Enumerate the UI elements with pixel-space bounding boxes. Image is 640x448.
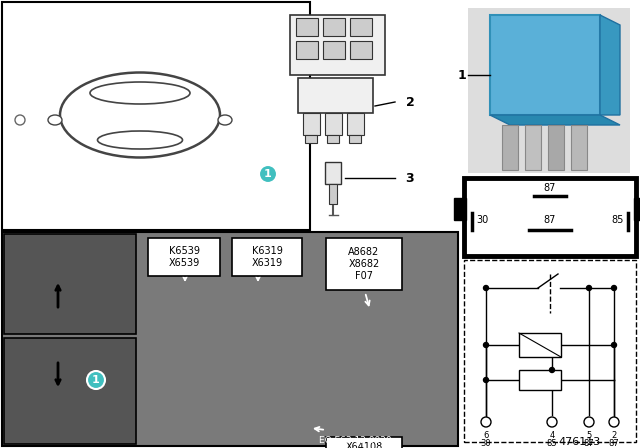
Circle shape — [611, 285, 616, 290]
Bar — [298, 78, 373, 113]
Text: 87: 87 — [584, 439, 595, 448]
Polygon shape — [490, 115, 620, 125]
Text: X64108: X64108 — [346, 442, 383, 448]
Circle shape — [483, 343, 488, 348]
Circle shape — [609, 417, 619, 427]
Ellipse shape — [218, 115, 232, 125]
Bar — [4, 338, 136, 444]
Ellipse shape — [60, 73, 220, 158]
Bar — [464, 260, 636, 442]
Circle shape — [584, 417, 594, 427]
Bar — [303, 113, 320, 135]
Circle shape — [611, 343, 616, 348]
Circle shape — [481, 417, 491, 427]
Text: 87: 87 — [544, 183, 556, 193]
Text: 6: 6 — [483, 431, 489, 439]
Bar — [305, 135, 317, 143]
Bar — [571, 125, 587, 170]
Text: 87: 87 — [609, 439, 620, 448]
Text: EO E63 12 0020: EO E63 12 0020 — [319, 435, 391, 444]
Text: 30: 30 — [476, 215, 488, 225]
Bar — [329, 184, 337, 204]
Text: 1: 1 — [458, 69, 467, 82]
Text: 4: 4 — [549, 431, 555, 439]
Text: 476113: 476113 — [559, 437, 601, 447]
Bar — [326, 238, 402, 290]
Text: 1: 1 — [92, 375, 100, 385]
Text: 1: 1 — [264, 169, 272, 179]
Ellipse shape — [90, 82, 190, 104]
Bar — [349, 135, 361, 143]
Text: A8682
X8682
F07: A8682 X8682 F07 — [348, 247, 380, 280]
Bar — [525, 125, 541, 170]
Bar — [325, 113, 342, 135]
Circle shape — [483, 285, 488, 290]
Text: 5: 5 — [586, 431, 591, 439]
Bar — [454, 198, 466, 220]
Text: 85: 85 — [612, 215, 624, 225]
Polygon shape — [600, 15, 620, 115]
Bar — [290, 15, 385, 75]
Text: 2: 2 — [611, 431, 616, 439]
Text: 2: 2 — [406, 95, 414, 108]
Bar — [464, 178, 636, 256]
Bar — [325, 162, 341, 184]
Bar — [519, 333, 561, 357]
Bar — [502, 125, 518, 170]
Ellipse shape — [97, 131, 182, 149]
Circle shape — [586, 285, 591, 290]
Circle shape — [483, 378, 488, 383]
Bar — [548, 125, 564, 170]
Bar — [4, 234, 136, 334]
Bar — [350, 18, 372, 36]
Bar — [323, 18, 345, 36]
Circle shape — [550, 367, 554, 372]
Bar — [148, 238, 220, 276]
Bar — [490, 15, 600, 115]
Text: 3: 3 — [406, 172, 414, 185]
Bar — [350, 41, 372, 59]
Circle shape — [15, 115, 25, 125]
Circle shape — [547, 417, 557, 427]
Circle shape — [259, 165, 277, 183]
Bar — [468, 8, 630, 173]
Bar — [519, 370, 561, 390]
Bar — [2, 2, 310, 230]
Text: K6319
X6319: K6319 X6319 — [252, 246, 283, 268]
Text: 85: 85 — [547, 439, 557, 448]
Ellipse shape — [48, 115, 62, 125]
Bar — [634, 198, 640, 220]
Bar — [326, 437, 402, 448]
Bar — [323, 41, 345, 59]
Bar — [327, 135, 339, 143]
Bar — [296, 41, 318, 59]
Circle shape — [87, 371, 105, 389]
Bar — [232, 238, 302, 276]
Text: K6539
X6539: K6539 X6539 — [168, 246, 200, 268]
Text: 30: 30 — [481, 439, 492, 448]
Bar — [296, 18, 318, 36]
Bar — [2, 232, 458, 446]
Text: 87: 87 — [544, 215, 556, 225]
Bar — [347, 113, 364, 135]
